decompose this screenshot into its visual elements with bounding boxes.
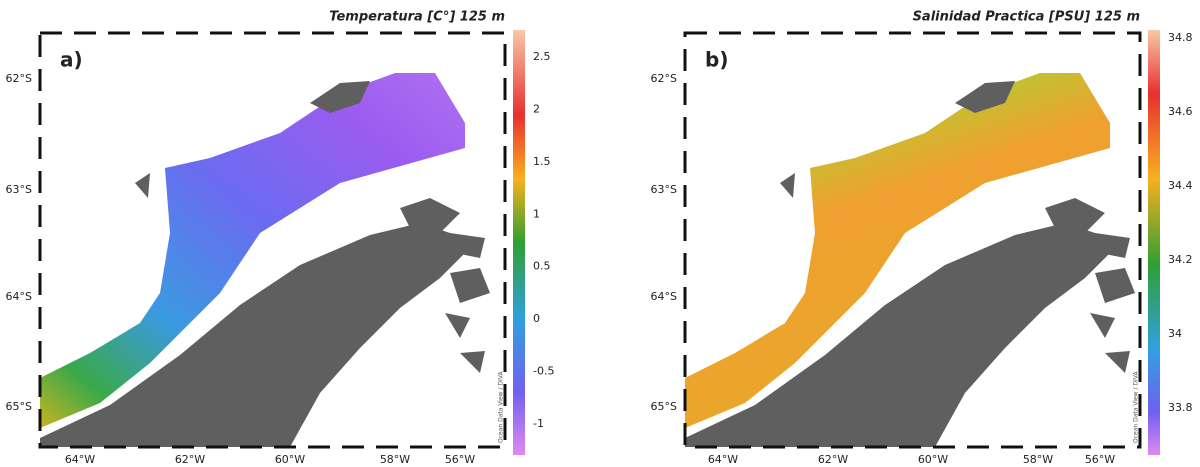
land xyxy=(685,223,1115,447)
lat-label: 62°S xyxy=(6,72,32,85)
panel-label: a) xyxy=(60,48,83,72)
lat-label: 63°S xyxy=(651,183,677,196)
lon-label: 64°W xyxy=(708,453,738,466)
colorbar-tick: 34.6 xyxy=(1168,105,1193,118)
colorbar-tick: 34.2 xyxy=(1168,253,1193,266)
island xyxy=(780,173,795,198)
island xyxy=(460,351,485,373)
island xyxy=(450,233,485,258)
lon-label: 60°W xyxy=(918,453,948,466)
lon-label: 64°W xyxy=(65,453,95,466)
island xyxy=(1095,233,1130,258)
map-panel: b) Salinidad Practica [PSU] 125 m 62°S 63°S… xyxy=(651,10,1142,466)
colorbar-tick: -1 xyxy=(533,417,544,430)
lon-label: 58°W xyxy=(380,453,410,466)
lat-label: 64°S xyxy=(6,290,32,303)
colorbar-tick: 2 xyxy=(533,102,540,115)
island xyxy=(310,81,370,113)
colorbar-tick: 1 xyxy=(533,207,540,220)
colorbar-tick: 0.5 xyxy=(533,260,551,273)
colorbar-tick: 34 xyxy=(1168,327,1182,340)
panel-title: Salinidad Practica [PSU] 125 m xyxy=(913,10,1140,25)
island xyxy=(955,81,1015,113)
colorbar xyxy=(513,30,525,455)
credit: Ocean Data View / DIVA xyxy=(498,370,505,443)
lat-label: 65°S xyxy=(6,400,32,413)
lat-label: 65°S xyxy=(651,400,677,413)
panel-title: Temperatura [C°] 125 m xyxy=(329,10,505,25)
lon-label: 58°W xyxy=(1023,453,1053,466)
data-field xyxy=(40,73,465,428)
colorbar xyxy=(1148,30,1160,455)
colorbar-tick: 1.5 xyxy=(533,155,551,168)
island xyxy=(450,268,490,303)
map-frame xyxy=(683,31,1142,449)
island xyxy=(135,173,150,198)
panel-label: b) xyxy=(705,48,728,72)
colorbar-tick: 34.4 xyxy=(1168,179,1193,192)
lon-label: 60°W xyxy=(275,453,305,466)
island xyxy=(400,198,460,233)
lat-label: 63°S xyxy=(6,183,32,196)
colorbar-tick: 33.8 xyxy=(1168,401,1193,414)
lon-label: 62°W xyxy=(818,453,848,466)
lat-label: 64°S xyxy=(651,290,677,303)
island xyxy=(1095,268,1135,303)
island xyxy=(1105,351,1130,373)
island xyxy=(445,313,470,338)
credit: Ocean Data View / DIVA xyxy=(1133,370,1140,443)
lat-label: 62°S xyxy=(651,72,677,85)
colorbar-tick: 2.5 xyxy=(533,50,551,63)
map-frame xyxy=(38,31,507,449)
lon-label: 62°W xyxy=(175,453,205,466)
data-field xyxy=(685,73,1110,428)
colorbar-tick: -0.5 xyxy=(533,365,554,378)
colorbar-tick: 34.8 xyxy=(1168,31,1193,44)
lon-label: 56°W xyxy=(445,453,475,466)
lon-label: 56°W xyxy=(1085,453,1115,466)
map-panel: a) Temperatura [C°] 125 m 62°S 63°S 64°S 65°S… xyxy=(6,10,507,466)
island xyxy=(1045,198,1105,233)
colorbar-tick: 0 xyxy=(533,312,540,325)
land xyxy=(40,223,470,447)
island xyxy=(1090,313,1115,338)
